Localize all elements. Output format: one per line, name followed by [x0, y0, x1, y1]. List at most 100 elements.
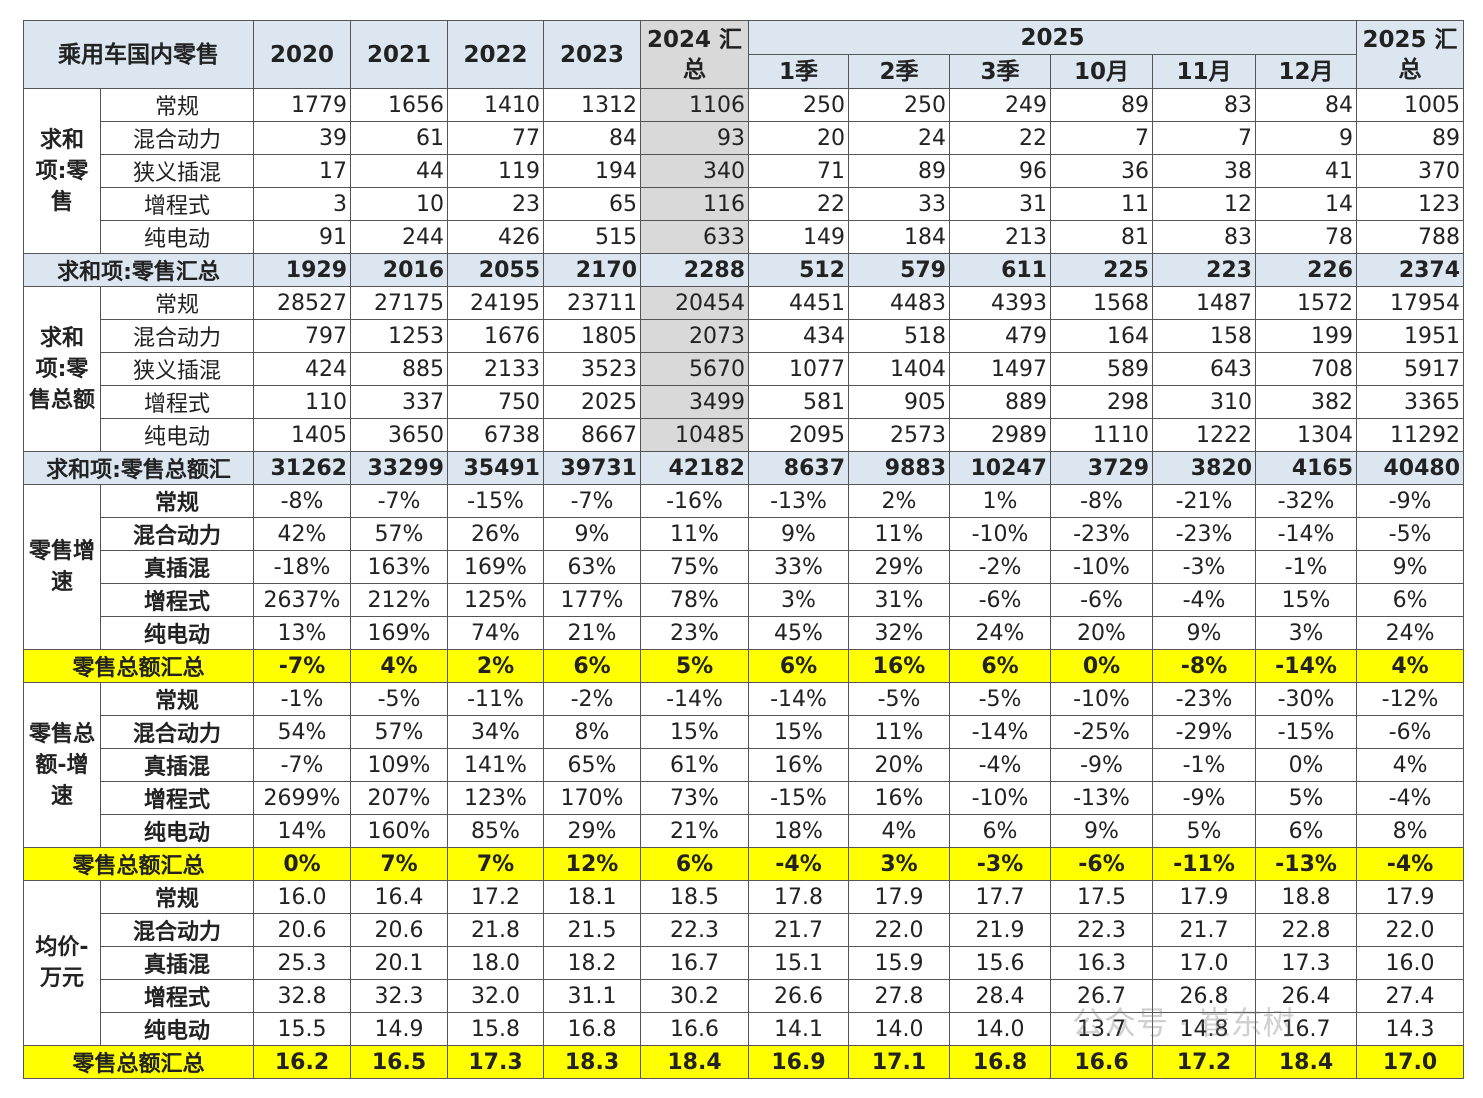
value-cell: 170% — [543, 781, 641, 815]
value-cell: 2073 — [640, 319, 749, 353]
total-cell: 3729 — [1050, 451, 1153, 485]
value-cell: 250 — [748, 88, 849, 122]
value-cell: 1077 — [748, 352, 849, 386]
total-cell: 4% — [1356, 649, 1465, 683]
value-cell: 89 — [1356, 121, 1465, 155]
value-cell: 434 — [748, 319, 849, 353]
value-cell: 123 — [1356, 187, 1465, 221]
value-cell: 14.0 — [848, 1012, 950, 1046]
value-cell: -4% — [1356, 781, 1465, 815]
total-cell: 1929 — [253, 253, 351, 287]
value-cell: 17.9 — [1356, 880, 1465, 914]
value-cell: -23% — [1152, 517, 1256, 551]
value-cell: 169% — [447, 550, 544, 584]
value-cell: 15.6 — [949, 946, 1051, 980]
value-cell: 6738 — [447, 418, 544, 452]
value-cell: 1779 — [253, 88, 351, 122]
row-label: 混合动力 — [100, 319, 254, 353]
total-cell: 40480 — [1356, 451, 1465, 485]
value-cell: 643 — [1152, 352, 1256, 386]
value-cell: 125% — [447, 583, 544, 617]
group-label: 零售总额-增速 — [23, 682, 101, 848]
value-cell: 426 — [447, 220, 544, 254]
value-cell: 17.2 — [447, 880, 544, 914]
value-cell: 249 — [949, 88, 1051, 122]
period-header: 1季 — [748, 54, 849, 89]
total-cell: 579 — [848, 253, 950, 287]
total-row: 零售总额汇总 16.2 16.5 17.3 18.3 18.4 16.9 17.1 16.8 16… — [23, 1045, 1465, 1079]
value-cell: 7 — [1152, 121, 1256, 155]
value-cell: -4% — [1152, 583, 1256, 617]
value-cell: 9% — [1152, 616, 1256, 650]
value-cell: 65 — [543, 187, 641, 221]
value-cell: 14.8 — [1152, 1012, 1256, 1046]
value-cell: -1% — [253, 682, 351, 716]
value-cell: 61 — [350, 121, 448, 155]
data-row: 纯电动 91 244 426 515 633 149 184 213 81 83 78 788 — [24, 220, 1465, 254]
value-cell: 1404 — [848, 352, 950, 386]
group-label: 求和项:零售 — [23, 88, 101, 254]
data-row: 均价-万元 常规 16.0 16.4 17.2 18.1 18.5 17.8 17.9 17.7 1… — [23, 880, 1465, 1046]
value-cell: 479 — [949, 319, 1051, 353]
data-row: 纯电动 13% 169% 74% 21% 23% 45% 32% 24% 20% 9% 3% 24% — [24, 616, 1465, 650]
value-cell: 310 — [1152, 385, 1256, 419]
total-cell: 12% — [543, 847, 641, 881]
year-header: 2025 汇总 — [1356, 20, 1465, 89]
value-cell: 1110 — [1050, 418, 1153, 452]
value-cell: 885 — [350, 352, 448, 386]
value-cell: 77 — [447, 121, 544, 155]
total-cell: 2016 — [350, 253, 448, 287]
value-cell: 29% — [848, 550, 950, 584]
value-cell: -4% — [949, 748, 1051, 782]
value-cell: 177% — [543, 583, 641, 617]
value-cell: 16.0 — [1356, 946, 1465, 980]
value-cell: 6% — [1356, 583, 1465, 617]
value-cell: 17.7 — [949, 880, 1051, 914]
row-label: 增程式 — [100, 979, 254, 1013]
value-cell: -13% — [748, 484, 849, 518]
total-cell: 3% — [848, 847, 950, 881]
total-cell: 6% — [640, 847, 749, 881]
value-cell: 788 — [1356, 220, 1465, 254]
total-row: 求和项:零售汇总 1929 2016 2055 2170 2288 512 579 611 225… — [23, 253, 1465, 287]
total-cell: -3% — [949, 847, 1051, 881]
total-cell: 0% — [253, 847, 351, 881]
data-row: 真插混 -18% 163% 169% 63% 75% 33% 29% -2% -10% -3% -1%… — [24, 550, 1465, 584]
row-label: 增程式 — [100, 385, 254, 419]
value-cell: 20% — [848, 748, 950, 782]
total-cell: 16.5 — [350, 1045, 448, 1079]
row-label: 混合动力 — [100, 121, 254, 155]
value-cell: 18.0 — [447, 946, 544, 980]
total-row: 零售总额汇总 0% 7% 7% 12% 6% -4% 3% -3% -6% -11% -13% -4% — [23, 847, 1465, 881]
row-label: 常规 — [100, 286, 254, 320]
total-cell: 31262 — [253, 451, 351, 485]
value-cell: -5% — [350, 682, 448, 716]
value-cell: 36 — [1050, 154, 1153, 188]
value-cell: 194 — [543, 154, 641, 188]
total-cell: 223 — [1152, 253, 1256, 287]
value-cell: 21.7 — [1152, 913, 1256, 947]
total-cell: 6% — [748, 649, 849, 683]
value-cell: -7% — [350, 484, 448, 518]
value-cell: 3% — [1254, 616, 1358, 650]
value-cell: 57% — [350, 715, 448, 749]
value-cell: 27175 — [350, 286, 448, 320]
value-cell: 32.8 — [253, 979, 351, 1013]
value-cell: -1% — [1152, 748, 1256, 782]
value-cell: 20.1 — [350, 946, 448, 980]
row-label: 真插混 — [100, 550, 254, 584]
data-row: 零售总额-增速 常规 -1% -5% -11% -2% -14% -14% -5% -5% -10%… — [23, 682, 1465, 848]
value-cell: 22.8 — [1254, 913, 1358, 947]
total-cell: -7% — [253, 649, 351, 683]
value-cell: 15.5 — [253, 1012, 351, 1046]
total-cell: 9883 — [848, 451, 950, 485]
value-cell: 797 — [253, 319, 351, 353]
value-cell: -9% — [1356, 484, 1465, 518]
value-cell: 11% — [848, 517, 950, 551]
value-cell: 9% — [1356, 550, 1465, 584]
value-cell: 65% — [543, 748, 641, 782]
total-label: 零售总额汇总 — [23, 1045, 254, 1079]
value-cell: 26.6 — [748, 979, 849, 1013]
total-cell: 611 — [949, 253, 1051, 287]
